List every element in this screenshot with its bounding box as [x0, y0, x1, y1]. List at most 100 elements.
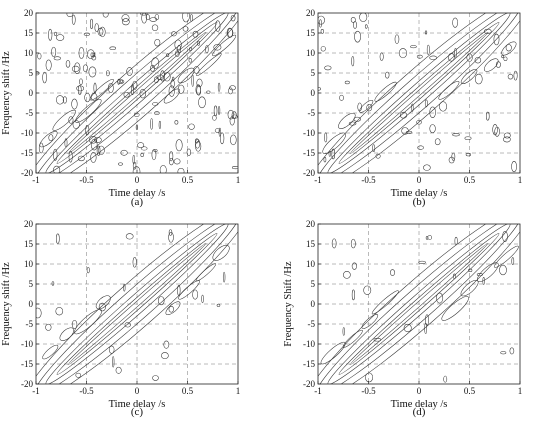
x-tick-label: 0.5: [464, 386, 476, 396]
ridge-contour: [318, 224, 520, 384]
sidelobe-contour: [39, 130, 58, 148]
noise-contour: [118, 162, 123, 166]
noise-contour: [68, 116, 74, 124]
noise-contour: [357, 102, 362, 112]
noise-contour: [72, 120, 80, 129]
y-tick-label: -5: [308, 319, 316, 329]
x-axis-label: Time delay /s: [391, 399, 448, 410]
noise-contour: [71, 14, 76, 25]
noise-contour: [133, 112, 140, 117]
noise-contour: [152, 375, 159, 381]
noise-contour: [323, 156, 327, 163]
y-axis-label: Frequency Shift /Hz: [283, 261, 294, 346]
noise-contour: [84, 92, 91, 103]
y-tick-label: 5: [311, 68, 316, 78]
noise-contour: [231, 111, 237, 119]
noise-contour: [132, 80, 138, 90]
noise-contour: [230, 14, 236, 22]
noise-contour: [96, 145, 101, 156]
noise-contour: [51, 281, 55, 286]
noise-contour: [502, 230, 508, 242]
noise-contour: [109, 46, 116, 51]
noise-contour: [62, 96, 67, 104]
noise-contour: [213, 105, 218, 117]
y-tick-label: -15: [303, 359, 315, 369]
noise-contour: [425, 314, 429, 326]
noise-contour: [161, 352, 169, 360]
noise-contour: [169, 158, 174, 166]
noise-contour: [339, 94, 344, 101]
sidelobe-contour: [74, 309, 102, 335]
sidelobe-contour: [374, 81, 397, 102]
noise-contour: [228, 87, 233, 95]
noise-contour: [166, 53, 170, 57]
x-tick-label: -0.5: [361, 175, 376, 185]
y-tick-label: 15: [306, 239, 316, 249]
noise-contour: [511, 257, 515, 265]
noise-contour: [66, 13, 74, 17]
noise-contour: [390, 269, 396, 276]
sidelobe-contour: [196, 53, 222, 76]
sidelobe-contour: [178, 280, 200, 300]
sidelobe-contour: [320, 341, 346, 365]
noise-contour: [417, 145, 424, 150]
ridge-contour: [318, 13, 520, 173]
x-axis-label: Time delay /s: [391, 188, 448, 199]
noise-contour: [344, 80, 350, 85]
x-axis-label: Time delay /s: [109, 399, 166, 410]
noise-contour: [499, 264, 507, 276]
noise-contour: [399, 111, 408, 119]
x-tick-label: 0: [417, 175, 422, 185]
noise-contour: [319, 19, 322, 28]
noise-contour: [115, 366, 122, 374]
noise-contour: [91, 55, 97, 61]
noise-contour: [366, 103, 373, 112]
noise-contour: [56, 233, 60, 244]
noise-contour: [53, 148, 58, 161]
noise-contour: [427, 235, 433, 240]
y-tick-label: 10: [24, 259, 34, 269]
noise-contour: [434, 138, 441, 146]
noise-contour: [94, 137, 102, 143]
noise-contour: [89, 136, 98, 144]
noise-contour: [217, 106, 221, 115]
noise-contour: [503, 132, 511, 139]
noise-contour: [511, 161, 517, 173]
noise-contour: [324, 65, 332, 71]
noise-contour: [171, 31, 177, 37]
y-tick-label: 0: [29, 299, 34, 309]
noise-contour: [160, 70, 165, 82]
y-tick-label: 20: [24, 8, 34, 18]
chart-panel: -1 -0.5 0 0.5 1 -20 -15 -10 -5 0 5 10 15 20 Time delay…: [1, 8, 240, 208]
noise-contour: [217, 82, 221, 92]
x-tick-label: -0.5: [361, 386, 376, 396]
noise-contour: [173, 158, 181, 165]
noise-contour: [188, 58, 192, 63]
noise-contour: [94, 23, 99, 33]
noise-contour: [505, 44, 512, 52]
noise-contour: [226, 27, 233, 38]
noise-contour: [42, 71, 47, 84]
chart-panel: -1 -0.5 0 0.5 1 -20 -15 -10 -5 0 5 10 15 20 Time delay…: [283, 219, 523, 418]
y-tick-label: -10: [303, 128, 315, 138]
y-tick-label: -10: [21, 339, 33, 349]
x-tick-label: -1: [32, 175, 40, 185]
noise-contour: [453, 273, 456, 280]
noise-contour: [464, 136, 472, 140]
chart-panel: -1 -0.5 0 0.5 1 -20 -15 -10 -5 0 5 10 15 20 Time delay…: [303, 8, 522, 208]
y-tick-label: 15: [306, 28, 316, 38]
sidelobe-contour: [95, 295, 111, 310]
noise-contour: [177, 285, 181, 296]
noise-contour: [364, 24, 368, 29]
noise-contour: [157, 296, 165, 306]
noise-contour: [191, 74, 194, 87]
sidelobe-contour: [477, 262, 499, 282]
ridge-contour: [327, 224, 511, 384]
sidelobe-contour: [52, 109, 76, 131]
y-tick-label: 10: [306, 48, 316, 58]
x-tick-label: 1: [518, 386, 523, 396]
y-tick-label: 5: [29, 68, 34, 78]
noise-contour: [139, 88, 146, 99]
noise-contour: [474, 57, 482, 64]
noise-contour: [205, 45, 209, 54]
